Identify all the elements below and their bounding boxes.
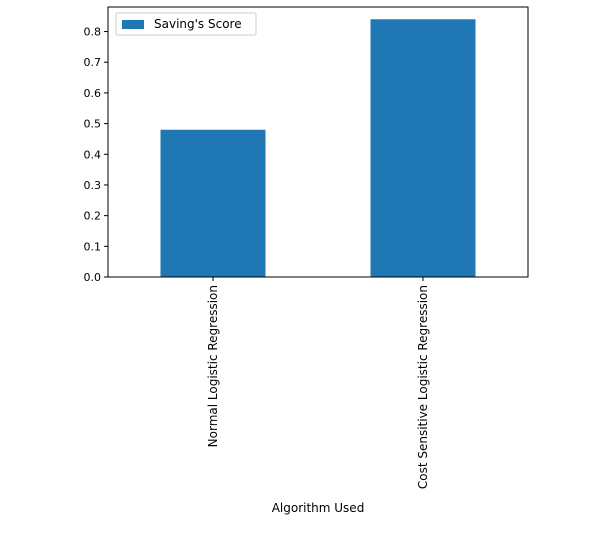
axes-frame xyxy=(107,6,529,278)
y-tick-label-2: 0.2 xyxy=(84,210,102,223)
legend-label: Saving's Score xyxy=(154,17,242,31)
plot-area: 0.0 0.1 0.2 0.3 0.4 0.5 0.6 0.7 0.8 Normal Logist… xyxy=(84,6,529,489)
y-tick-label-0: 0.0 xyxy=(84,271,102,284)
y-tick-label-5: 0.5 xyxy=(84,118,102,131)
legend-swatch xyxy=(122,20,144,29)
bar-0 xyxy=(160,129,266,277)
x-axis-label: Algorithm Used xyxy=(272,501,365,515)
y-tick-label-7: 0.7 xyxy=(84,56,102,69)
y-tick-label-3: 0.3 xyxy=(84,179,102,192)
x-tick-label-1: Cost Sensitive Logistic Regression xyxy=(416,285,430,489)
x-tick-label-0: Normal Logistic Regression xyxy=(206,285,220,447)
bar-1 xyxy=(370,19,476,277)
y-tick-label-4: 0.4 xyxy=(84,148,102,161)
legend-box xyxy=(115,12,257,36)
y-tick-label-8: 0.8 xyxy=(84,26,102,39)
y-tick-label-6: 0.6 xyxy=(84,87,102,100)
y-tick-label-1: 0.1 xyxy=(84,240,102,253)
